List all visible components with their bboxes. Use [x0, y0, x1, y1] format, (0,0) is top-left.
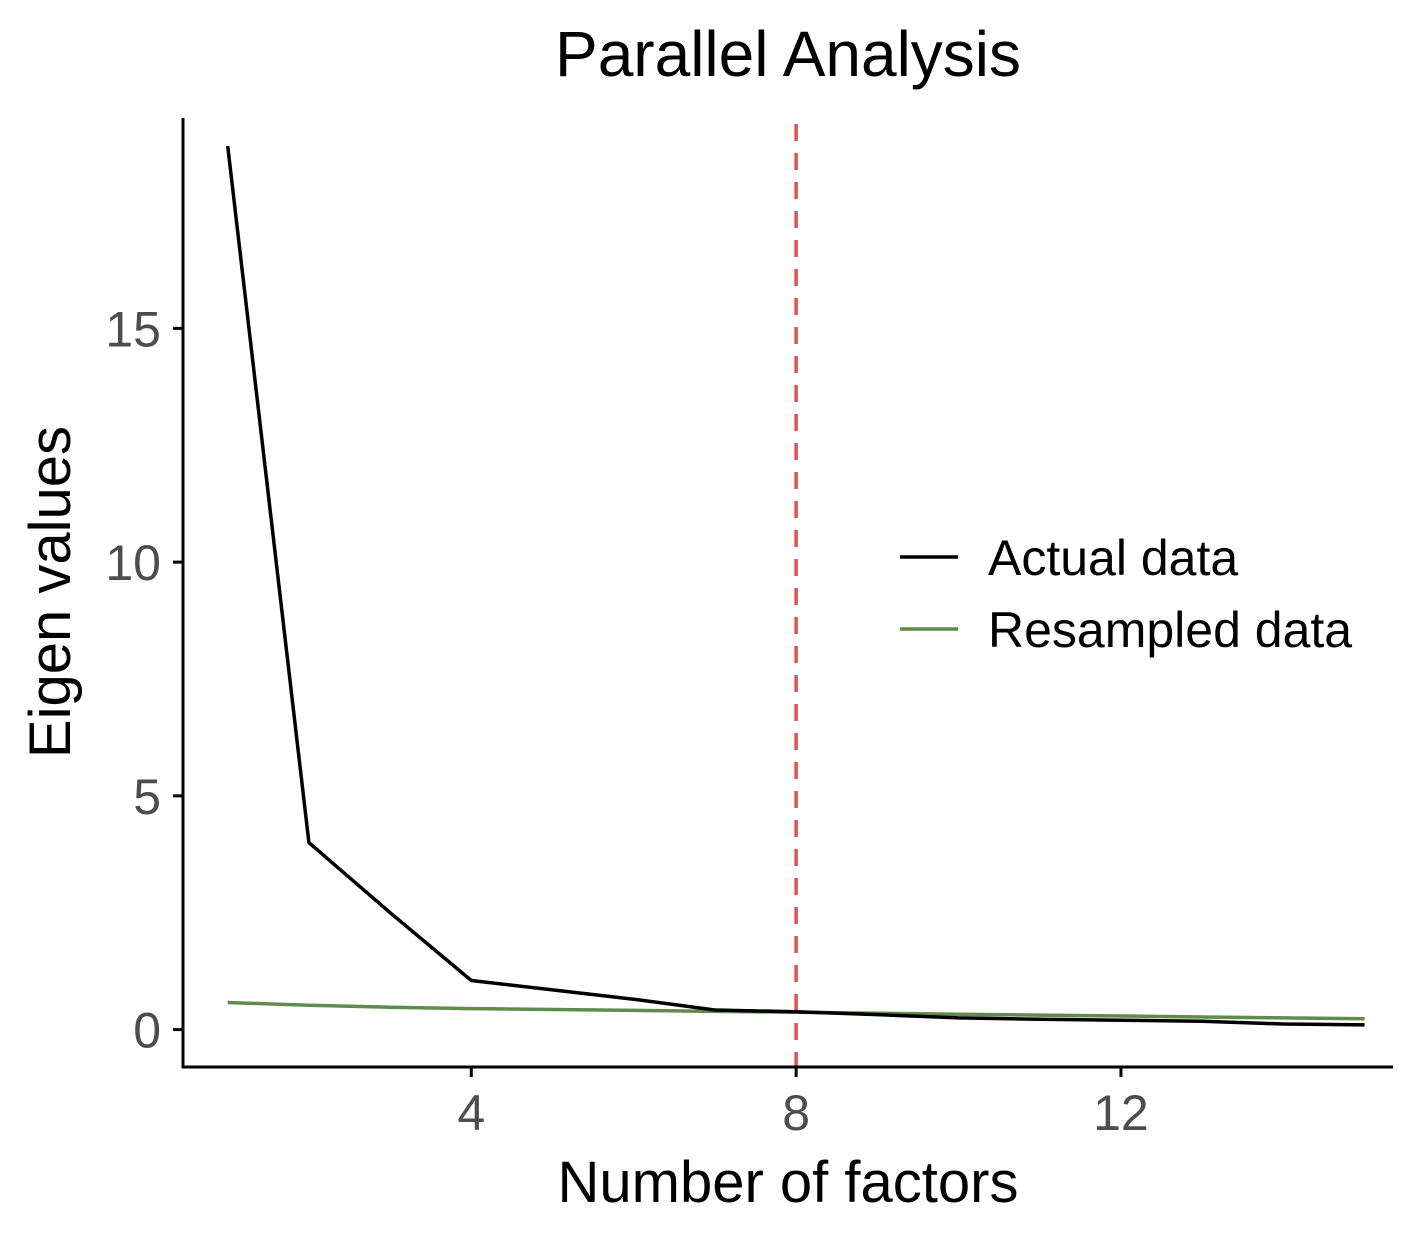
- x-axis-ticks: 4 8 12: [457, 1067, 1149, 1141]
- plot-area: [225, 124, 1365, 1067]
- x-tick-label: 4: [457, 1085, 485, 1141]
- y-axis-title: Eigen values: [18, 426, 83, 758]
- y-tick-label: 10: [105, 535, 161, 591]
- legend: Actual data Resampled data: [900, 530, 1352, 658]
- y-axis-ticks: 0 5 10 15: [105, 301, 183, 1059]
- x-tick-label: 12: [1093, 1085, 1149, 1141]
- y-tick-label: 15: [105, 301, 161, 357]
- chart-title: Parallel Analysis: [555, 18, 1021, 90]
- series-line-1: [225, 145, 1365, 1027]
- y-tick-label: 5: [133, 769, 161, 825]
- y-tick-label: 0: [133, 1003, 161, 1059]
- x-tick-label: 8: [782, 1085, 810, 1141]
- legend-label-1: Actual data: [988, 530, 1238, 586]
- x-axis-title: Number of factors: [558, 1150, 1019, 1215]
- legend-label-2: Resampled data: [988, 602, 1352, 658]
